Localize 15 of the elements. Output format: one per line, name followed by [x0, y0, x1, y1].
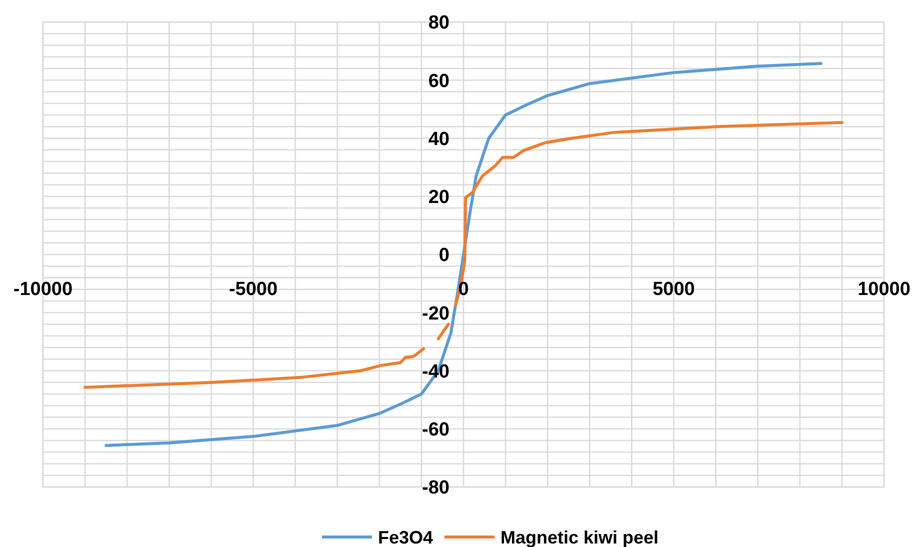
- y-tick-label: 20: [428, 187, 450, 208]
- y-tick-label: -60: [422, 420, 450, 441]
- y-tick-label: 60: [428, 70, 450, 92]
- x-tick-label: 10000: [858, 279, 910, 300]
- y-tick-label: -20: [422, 303, 450, 324]
- y-tick-label: 40: [428, 128, 450, 150]
- y-tick-label: 0: [438, 245, 450, 266]
- y-tick-label: 80: [428, 12, 450, 34]
- legend-label: Fe3O4: [378, 527, 434, 547]
- line-series: [104, 62, 822, 447]
- x-tick-label: -5000: [228, 279, 278, 300]
- x-tick-label: 5000: [652, 279, 695, 300]
- legend-label: Magnetic kiwi peel: [500, 527, 659, 547]
- y-tick-label: -80: [422, 478, 450, 499]
- x-tick-label: -10000: [13, 279, 73, 300]
